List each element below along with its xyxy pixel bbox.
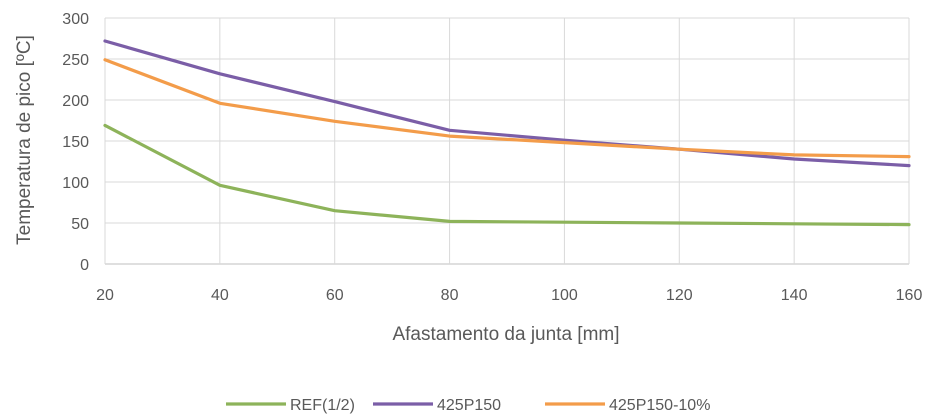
y-tick-label: 100 (62, 175, 89, 192)
legend-label: 425P150 (437, 397, 501, 414)
y-tick-label: 300 (62, 11, 89, 28)
y-tick-label: 150 (62, 134, 89, 151)
y-axis-title: Temperatura de pico [ºC] (14, 35, 35, 245)
series-line (103, 58, 911, 159)
x-tick-label: 100 (551, 287, 578, 304)
x-tick-label: 80 (441, 287, 459, 304)
x-axis-title: Afastamento da junta [mm] (392, 324, 619, 345)
legend: REF(1/2) 425P150 425P150-10% (226, 397, 710, 414)
y-tick-label: 250 (62, 52, 89, 69)
x-tick-label: 20 (96, 287, 114, 304)
y-tick-label: 0 (80, 257, 89, 274)
series-lines (103, 39, 911, 227)
x-tick-label: 60 (326, 287, 344, 304)
x-tick-label: 160 (896, 287, 923, 304)
x-tick-label: 40 (211, 287, 229, 304)
legend-label: 425P150-10% (609, 397, 710, 414)
x-tick-label: 140 (781, 287, 808, 304)
y-tick-label: 50 (71, 216, 89, 233)
series-line (103, 39, 911, 168)
x-axis-ticks: 20 40 60 80 100 120 140 160 (96, 287, 922, 304)
legend-label: REF(1/2) (290, 397, 355, 414)
series-line (103, 123, 911, 227)
y-axis-ticks: 0 50 100 150 200 250 300 (62, 11, 89, 274)
grid (104, 17, 910, 265)
x-tick-label: 120 (666, 287, 693, 304)
y-tick-label: 200 (62, 93, 89, 110)
